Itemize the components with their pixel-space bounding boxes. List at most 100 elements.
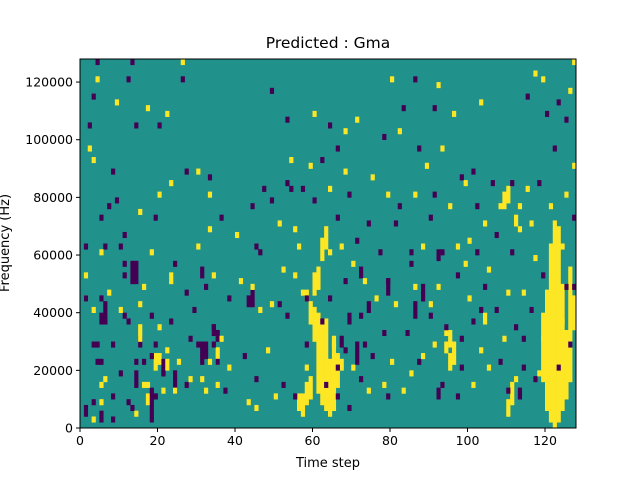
heatmap-cell [145, 105, 151, 112]
heatmap-cell [428, 301, 433, 308]
heatmap-cell [161, 387, 166, 394]
heatmap-cell [114, 99, 120, 106]
heatmap-cell [514, 376, 519, 383]
heatmap-cell-run [200, 353, 205, 365]
heatmap-cell [514, 324, 519, 331]
heatmap-cell [506, 387, 511, 394]
heatmap-cell [281, 266, 286, 273]
heatmap-cell [339, 335, 344, 342]
heatmap-cell [564, 116, 569, 123]
heatmap-cell [165, 347, 170, 354]
heatmap-cell [552, 145, 557, 152]
heatmap-cell [91, 399, 96, 406]
heatmap-cell-run [316, 312, 321, 394]
heatmap-cell [494, 231, 499, 239]
heatmap-cell [99, 214, 104, 221]
x-tick-label: 120 [533, 433, 557, 448]
heatmap-cell [122, 272, 127, 279]
heatmap-cell [138, 208, 143, 215]
chart-title: Predicted : Gma [266, 34, 390, 52]
heatmap-cell [227, 295, 232, 302]
heatmap-cell [122, 231, 127, 239]
heatmap-cell [486, 266, 492, 273]
heatmap-cell-run [572, 295, 577, 331]
heatmap-cell [126, 76, 131, 83]
heatmap-cell [366, 387, 371, 394]
heatmap-cell [370, 353, 375, 360]
heatmap-cell [134, 410, 139, 417]
heatmap-cell [238, 278, 244, 285]
heatmap-cell [390, 76, 395, 83]
heatmap-cell [351, 260, 356, 267]
x-tick-label: 0 [76, 433, 84, 448]
heatmap-cell [572, 59, 577, 66]
heatmap-cell [359, 312, 364, 319]
axes-frame [79, 58, 577, 429]
heatmap-cell [537, 370, 542, 377]
heatmap-cell [184, 289, 189, 296]
heatmap-cell [463, 180, 468, 187]
heatmap-cell [517, 203, 523, 210]
heatmap-cell [401, 105, 406, 112]
y-axis-label: Frequency (Hz) [0, 194, 13, 292]
y-tick-label: 80000 [33, 190, 73, 205]
heatmap-cell [521, 364, 526, 371]
heatmap-cell [467, 295, 472, 302]
heatmap-cell [510, 249, 515, 256]
heatmap-cell [204, 387, 209, 394]
heatmap-cell-run [99, 399, 104, 406]
heatmap-cell-run [510, 381, 515, 406]
x-tick-label: 20 [150, 433, 166, 448]
heatmap-cell [328, 249, 333, 256]
heatmap-cell [483, 283, 488, 290]
heatmap-cell [335, 393, 340, 400]
heatmap-cell [386, 191, 391, 198]
heatmap-cell [572, 162, 577, 169]
heatmap-cell [355, 237, 360, 244]
heatmap-cell-run [250, 289, 255, 308]
heatmap-cell [277, 301, 282, 308]
heatmap-cell [486, 364, 492, 371]
heatmap-cell [432, 191, 437, 198]
heatmap-cell [289, 157, 294, 164]
heatmap-cell [510, 180, 515, 187]
heatmap-cell [564, 283, 569, 290]
heatmap-cell [382, 329, 387, 337]
x-tick-label: 60 [305, 433, 321, 448]
heatmap-cell [297, 243, 302, 250]
heatmap-cell [118, 243, 123, 250]
heatmap-cell [440, 381, 445, 388]
heatmap-cell [428, 312, 433, 319]
heatmap-cell [382, 133, 387, 141]
heatmap-cell [424, 162, 430, 169]
heatmap-cell-run [153, 353, 158, 371]
heatmap-cells [83, 59, 577, 429]
heatmap-cell [552, 295, 557, 302]
heatmap-cell [564, 191, 569, 198]
heatmap-cell [91, 93, 96, 100]
heatmap-cell [83, 272, 89, 279]
heatmap-cell [374, 295, 379, 302]
heatmap-cell [370, 174, 375, 181]
heatmap-cell-run [413, 301, 418, 319]
heatmap-cell [219, 214, 224, 221]
heatmap-cell [428, 214, 433, 221]
heatmap-cell [266, 347, 271, 354]
heatmap-cell-run [421, 283, 426, 302]
heatmap-cell [207, 174, 213, 181]
heatmap-cell [541, 335, 546, 342]
heatmap-cell [122, 260, 127, 267]
heatmap-cell-run [347, 312, 352, 325]
heatmap-cell-run [548, 243, 554, 423]
heatmap-cell [560, 318, 565, 325]
heatmap-cell [335, 214, 340, 221]
heatmap-cell [262, 185, 267, 192]
heatmap-cell [343, 168, 348, 175]
heatmap-cell [328, 185, 333, 192]
heatmap-cell [196, 243, 201, 250]
heatmap-cell-run [103, 243, 108, 250]
heatmap-cell [83, 243, 89, 250]
heatmap-cell [103, 318, 108, 325]
heatmap-cell-run [130, 260, 135, 285]
